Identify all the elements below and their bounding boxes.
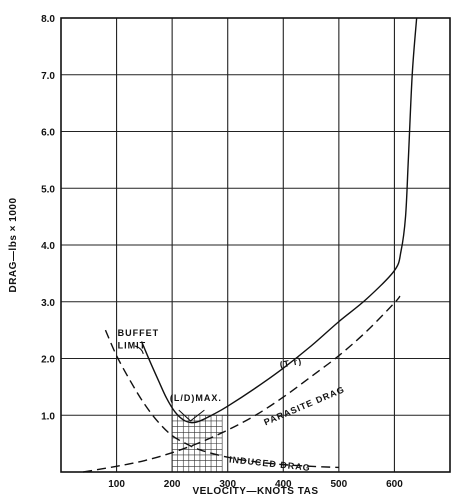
induced-drag-label: INDUCED DRAG (229, 454, 312, 473)
ld-max-label: (L/D)MAX. (170, 393, 222, 403)
parasite-drag-curve (83, 295, 401, 473)
x-tick-label: 200 (164, 479, 181, 490)
x-tick-label: 500 (331, 479, 348, 490)
y-tick-label: 1.0 (41, 411, 55, 422)
x-tick-label: 400 (275, 479, 292, 490)
parasite-drag-label: PARASITE DRAG (262, 384, 346, 427)
buffet-limit-label-line2: LIMIT (118, 340, 147, 350)
thrust-required-label: (T r) (279, 356, 303, 370)
buffet-limit-label-line1: BUFFET (118, 328, 160, 338)
buffet-limit-leader (134, 345, 144, 355)
y-tick-label: 3.0 (41, 298, 55, 309)
x-tick-label: 100 (108, 479, 125, 490)
y-tick-label: 2.0 (41, 355, 55, 366)
y-tick-label: 5.0 (41, 184, 55, 195)
y-tick-label: 4.0 (41, 241, 55, 252)
x-tick-labels: 100 200 300 400 500 600 (108, 479, 403, 490)
y-tick-label: 6.0 (41, 128, 55, 139)
grid (61, 18, 450, 472)
ld-max-leader (178, 409, 205, 422)
x-axis-label: VELOCITY—KNOTS TAS (192, 486, 318, 497)
series-group (83, 17, 418, 473)
x-tick-label: 300 (219, 479, 236, 490)
thrust-required-curve (140, 17, 418, 424)
plot-frame (60, 17, 451, 473)
y-axis-label: DRAG—lbs × 1000 (8, 197, 19, 292)
y-tick-labels: 1.0 2.0 3.0 4.0 5.0 6.0 7.0 8.0 (41, 14, 55, 422)
y-tick-label: 7.0 (41, 71, 55, 82)
x-tick-label: 600 (386, 479, 403, 490)
y-tick-label: 8.0 (41, 14, 55, 25)
induced-drag-curve (104, 329, 339, 469)
hatched-region (171, 414, 223, 473)
annotations: BUFFET LIMIT (L/D)MAX. (T r) PARASITE DR… (118, 328, 347, 473)
